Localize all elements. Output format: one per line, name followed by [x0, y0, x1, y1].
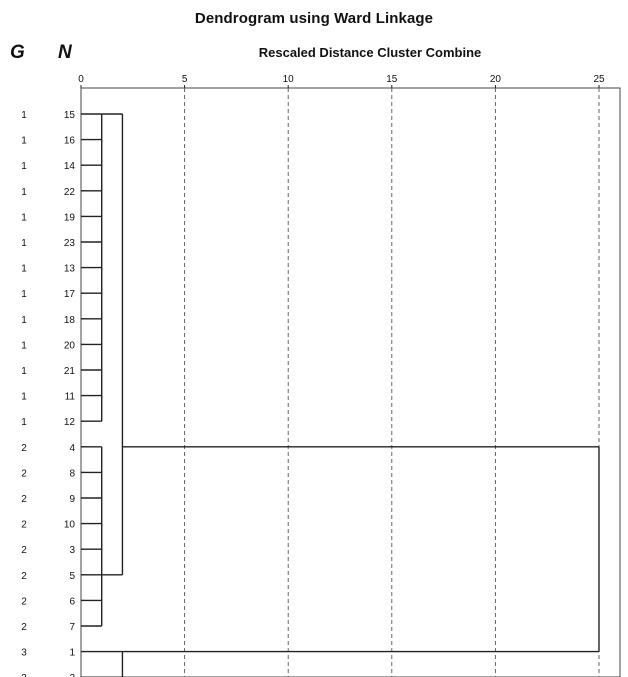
- group-label: 3: [21, 673, 27, 677]
- group-label: 1: [21, 289, 27, 300]
- x-tick-label: 20: [490, 74, 502, 85]
- case-label: 3: [69, 545, 75, 556]
- group-label: 1: [21, 110, 27, 121]
- group-label: 2: [21, 571, 27, 582]
- group-label: 1: [21, 187, 27, 198]
- group-label: 1: [21, 417, 27, 428]
- x-tick-label: 0: [78, 74, 84, 85]
- group-label: 3: [21, 648, 27, 659]
- case-label: 2: [69, 673, 75, 677]
- case-label: 19: [64, 212, 76, 223]
- group-label: 2: [21, 443, 27, 454]
- case-label: 1: [69, 648, 75, 659]
- group-column-header: G: [10, 42, 25, 63]
- case-label: 7: [69, 622, 75, 633]
- case-label: 14: [64, 161, 76, 172]
- group-label: 2: [21, 520, 27, 531]
- plot-frame: [80, 87, 621, 677]
- group-label: 1: [21, 340, 27, 351]
- group-label: 1: [21, 136, 27, 147]
- group-label: 2: [21, 596, 27, 607]
- x-tick-label: 10: [283, 74, 295, 85]
- group-label: 1: [21, 238, 27, 249]
- case-label: 22: [64, 187, 76, 198]
- chart-title: Dendrogram using Ward Linkage: [194, 10, 434, 27]
- case-label: 8: [69, 468, 75, 479]
- group-label: 1: [21, 264, 27, 275]
- group-label: 2: [21, 468, 27, 479]
- case-label: 9: [69, 494, 75, 505]
- case-label: 17: [64, 289, 76, 300]
- case-label: 11: [65, 392, 76, 403]
- case-label: 13: [64, 264, 76, 275]
- case-label: 4: [69, 443, 75, 454]
- case-label: 6: [69, 596, 75, 607]
- x-tick-label: 15: [386, 74, 398, 85]
- case-label: 5: [69, 571, 75, 582]
- case-label: 18: [64, 315, 76, 326]
- case-label: 16: [64, 136, 76, 147]
- group-label: 2: [21, 494, 27, 505]
- group-label: 1: [21, 161, 27, 172]
- case-column-header: N: [58, 42, 72, 63]
- x-tick-label: 5: [182, 74, 188, 85]
- group-label: 1: [21, 392, 27, 403]
- x-axis-label: Rescaled Distance Cluster Combine: [258, 45, 482, 60]
- case-label: 21: [64, 366, 76, 377]
- group-label: 2: [21, 622, 27, 633]
- case-label: 20: [64, 340, 76, 351]
- x-tick-label: 25: [593, 74, 605, 85]
- case-label: 23: [64, 238, 76, 249]
- case-label: 12: [64, 417, 76, 428]
- group-label: 2: [21, 545, 27, 556]
- case-label: 15: [64, 110, 76, 121]
- group-label: 1: [21, 315, 27, 326]
- group-label: 1: [21, 366, 27, 377]
- group-label: 1: [21, 212, 27, 223]
- case-label: 10: [64, 520, 76, 531]
